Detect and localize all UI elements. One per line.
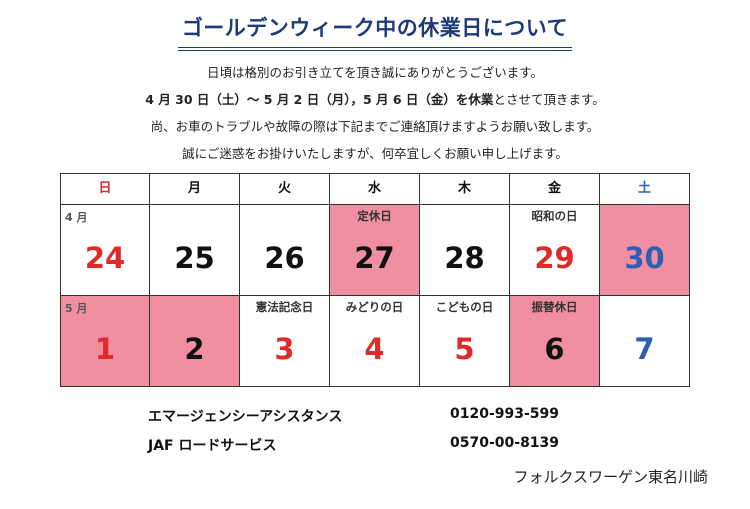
dealer-name: フォルクスワーゲン東名川崎 — [513, 468, 708, 486]
notice-line-2: 4 月 30 日（土）～ 5 月 2 日（月），5 月 6 日（金）を休業とさせ… — [0, 89, 750, 108]
calendar-day-cell: 26 — [240, 205, 330, 296]
holiday-label: 憲法記念日 — [255, 300, 314, 314]
holiday-label: みどりの日 — [345, 300, 404, 314]
calendar-day-cell: みどりの日 4 — [330, 296, 420, 386]
calendar-day-cell: 7 — [600, 296, 689, 386]
contact-name-jaf: JAF ロードサービス — [148, 438, 277, 454]
calendar-weekday-header: 日月火水木金 土 — [61, 174, 689, 205]
calendar-day-cell: 25 — [150, 205, 240, 296]
notice-line-2-rest: とさせて頂きます。 — [493, 92, 605, 107]
day-number: 24 — [84, 241, 126, 275]
day-number: 3 — [274, 332, 295, 366]
contact-name-emergency: エマージェンシーアシスタンス — [148, 409, 343, 425]
holiday-calendar: 日月火水木金 土 4 月 24 25 26 定休日 27 28 昭和の日 29 30 5 月 1 2 憲法記… — [60, 173, 690, 387]
day-number: 6 — [544, 332, 565, 366]
calendar-day-cell: 昭和の日 29 — [510, 205, 600, 296]
day-number: 4 — [364, 332, 385, 366]
weekday-label: 木 — [420, 174, 510, 204]
holiday-label: こどもの日 — [435, 300, 494, 314]
weekday-label: 金 — [510, 174, 600, 204]
notice-title: ゴールデンウィーク中の休業日について — [0, 12, 750, 51]
holiday-label: 定休日 — [357, 209, 392, 223]
weekday-label: 月 — [150, 174, 240, 204]
weekday-label: 火 — [240, 174, 330, 204]
calendar-day-cell: 30 — [600, 205, 689, 296]
notice-title-text: ゴールデンウィーク中の休業日について — [177, 12, 573, 51]
notice-line-3: 尚、お車のトラブルや故障の際は下記までご連絡頂けますようお願い致します。 — [150, 119, 600, 134]
calendar-day-cell: 5 月 1 — [61, 296, 150, 386]
weekday-label: 土 — [637, 181, 651, 196]
contact-phone-jaf: 0570-00-8139 — [450, 435, 560, 451]
holiday-label: 振替休日 — [531, 300, 578, 314]
calendar-day-cell: 28 — [420, 205, 510, 296]
holiday-label: 昭和の日 — [531, 209, 578, 223]
calendar-day-cell: 2 — [150, 296, 240, 386]
calendar-day-cell: こどもの日 5 — [420, 296, 510, 386]
closure-dates: 4 月 30 日（土）～ 5 月 2 日（月），5 月 6 日（金）を休業 — [145, 92, 494, 107]
calendar-day-cell: 振替休日 6 — [510, 296, 600, 386]
day-number: 28 — [444, 241, 485, 275]
notice-line-1: 日頃は格別のお引き立てを頂き誠にありがとうございます。 — [206, 65, 543, 80]
calendar-day-cell: 4 月 24 — [61, 205, 150, 296]
weekday-label: 日 — [61, 174, 150, 204]
calendar-day-cell: 定休日 27 — [330, 205, 420, 296]
day-number: 7 — [634, 332, 655, 366]
month-label: 5 月 — [65, 302, 88, 315]
month-label: 4 月 — [65, 211, 88, 224]
day-number: 30 — [624, 241, 665, 275]
day-number: 1 — [94, 332, 116, 366]
day-number: 27 — [354, 241, 395, 275]
day-number: 26 — [264, 241, 305, 275]
day-number: 29 — [534, 241, 575, 275]
day-number: 25 — [174, 241, 215, 275]
contact-phone-emergency: 0120-993-599 — [450, 406, 560, 422]
day-number: 5 — [454, 332, 475, 366]
day-number: 2 — [184, 332, 205, 366]
weekday-label: 水 — [330, 174, 420, 204]
notice-line-4: 誠にご迷惑をお掛けいたしますが、何卒宜しくお願い申し上げます。 — [182, 146, 568, 161]
calendar-day-cell: 憲法記念日 3 — [240, 296, 330, 386]
